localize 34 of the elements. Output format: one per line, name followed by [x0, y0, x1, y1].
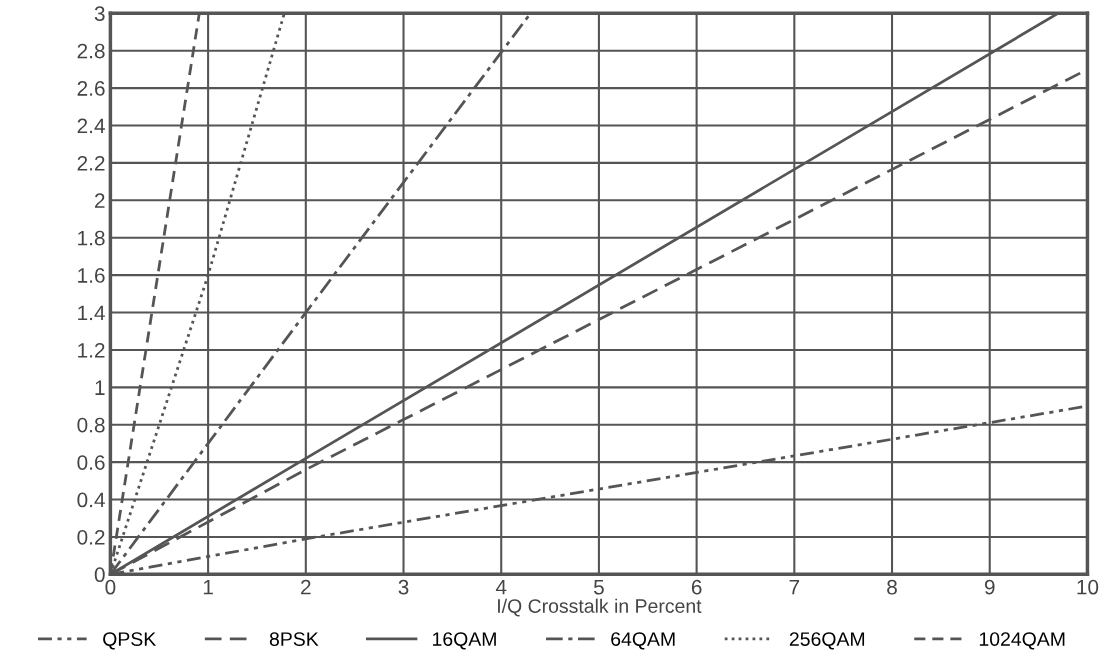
x-tick-label: 8 — [887, 579, 897, 595]
y-tick-label: 2.4 — [77, 118, 105, 134]
legend-label: 64QAM — [611, 632, 675, 650]
y-tick-label: 1.8 — [78, 230, 105, 246]
y-tick-label: 2 — [95, 193, 105, 208]
x-tick-label: 5 — [593, 579, 604, 595]
legend-label: QPSK — [103, 632, 157, 650]
x-tick-label: 10 — [1077, 579, 1099, 595]
x-tick-label: 3 — [398, 579, 409, 595]
x-tick-label: 7 — [789, 579, 800, 595]
x-tick-label: 2 — [301, 579, 311, 595]
y-tick-label: 2.8 — [77, 43, 105, 59]
y-tick-label: 1 — [95, 380, 105, 395]
y-tick-label: 1.6 — [78, 268, 105, 283]
x-tick-label: 0 — [105, 579, 116, 595]
y-tick-label: 3 — [94, 6, 105, 22]
legend-label: 16QAM — [433, 632, 496, 650]
legend-label: 8PSK — [269, 632, 319, 646]
y-tick-label: 0.2 — [77, 529, 105, 545]
y-tick-label: 0 — [94, 567, 105, 583]
y-tick-label: 0.8 — [77, 417, 105, 433]
x-tick-label: 4 — [495, 579, 507, 595]
x-tick-label: 1 — [203, 579, 213, 595]
y-tick-label: 2.2 — [77, 155, 105, 171]
y-tick-label: 1.2 — [78, 342, 105, 358]
x-axis-title: I/Q Crosstalk in Percent — [498, 598, 702, 617]
legend-label: 1024QAM — [979, 632, 1065, 650]
y-tick-label: 0.6 — [77, 455, 105, 470]
y-tick-label: 2.6 — [77, 81, 105, 96]
legend-label: 256QAM — [789, 632, 865, 650]
y-tick-label: 0.4 — [77, 492, 105, 508]
y-tick-label: 1.4 — [78, 305, 105, 321]
x-tick-label: 6 — [691, 579, 702, 595]
x-tick-label: 9 — [984, 579, 995, 595]
